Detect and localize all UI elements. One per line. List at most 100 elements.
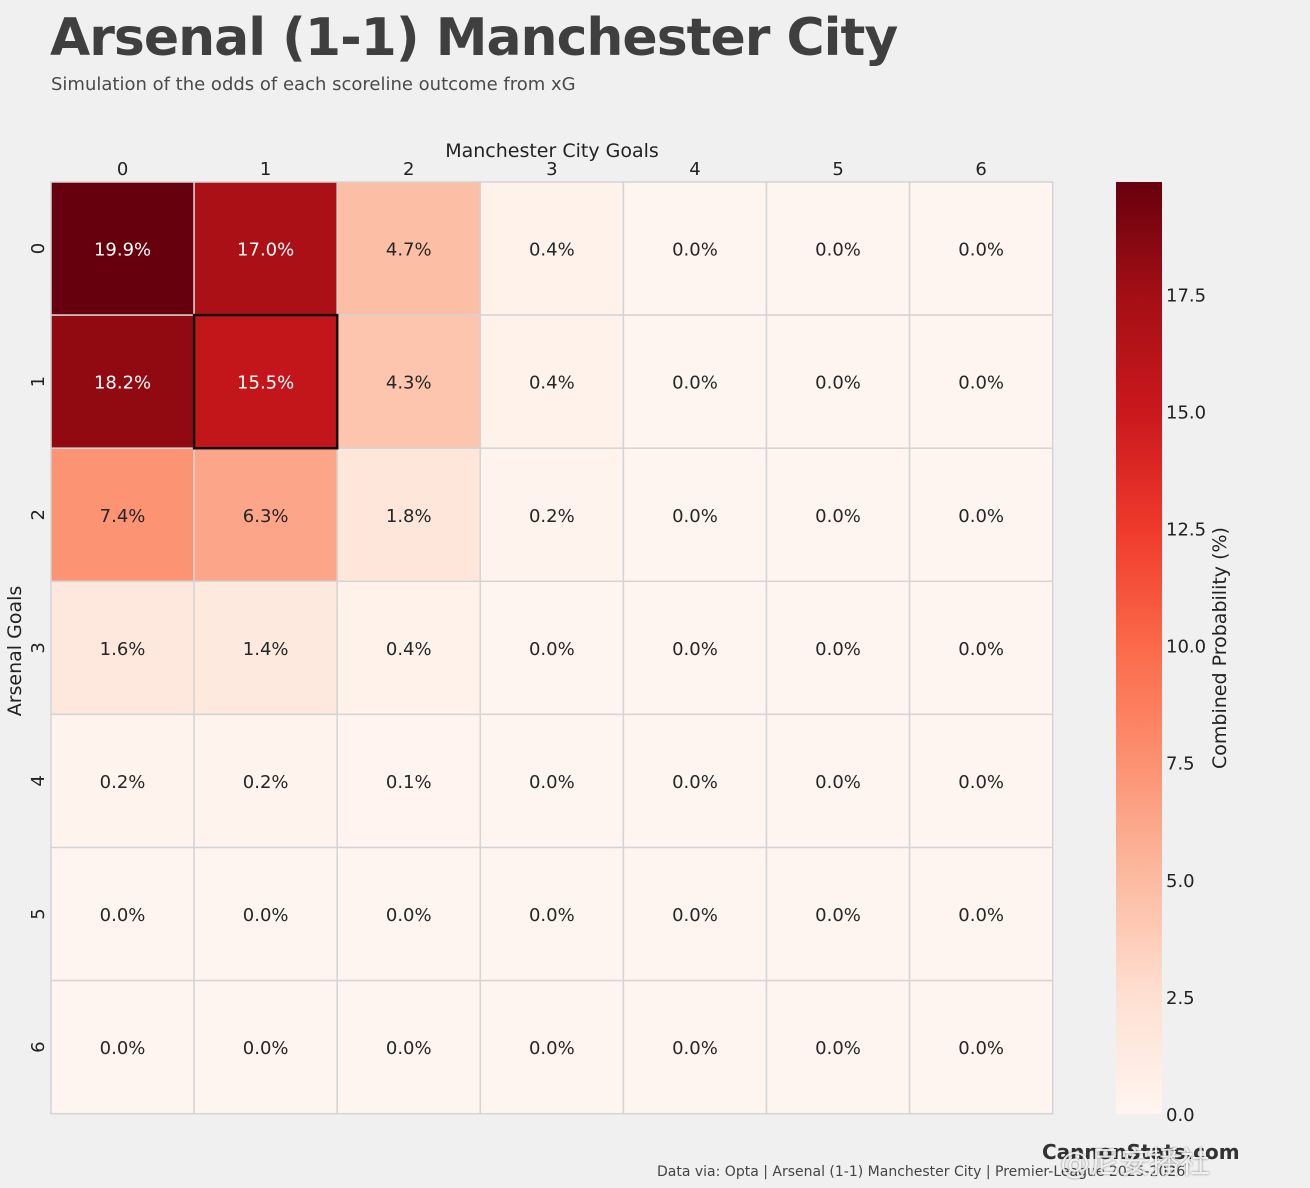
cell-label: 0.0% bbox=[672, 373, 718, 394]
cell-label: 0.0% bbox=[958, 373, 1004, 394]
chart-title: Arsenal (1-1) Manchester City bbox=[50, 8, 898, 68]
heatmap-cell bbox=[765, 713, 911, 849]
heatmap-cells bbox=[50, 181, 1054, 1115]
cell-label: 0.0% bbox=[100, 1038, 146, 1059]
colorbar-tick-label: 10.0 bbox=[1166, 637, 1206, 658]
heatmap-cell bbox=[908, 713, 1054, 849]
heatmap-cell bbox=[50, 447, 195, 583]
x-tick-label: 5 bbox=[832, 159, 843, 180]
x-tick-label: 3 bbox=[546, 159, 557, 180]
heatmap-cell bbox=[908, 979, 1054, 1115]
heatmap-cell bbox=[765, 447, 911, 583]
cell-label: 0.0% bbox=[815, 772, 861, 793]
colorbar-tick-label: 17.5 bbox=[1166, 285, 1206, 306]
cell-label: 6.3% bbox=[243, 506, 289, 527]
cell-label: 18.2% bbox=[94, 373, 151, 394]
cell-label: 0.0% bbox=[672, 905, 718, 926]
cell-label: 15.5% bbox=[237, 373, 294, 394]
cell-label: 1.8% bbox=[386, 506, 432, 527]
heatmap-cell bbox=[479, 580, 625, 716]
y-tick-label: 6 bbox=[28, 1041, 49, 1052]
heatmap-cell bbox=[193, 979, 338, 1115]
cell-label: 0.2% bbox=[243, 772, 289, 793]
heatmap-cell bbox=[908, 314, 1054, 449]
cell-label: 0.0% bbox=[529, 639, 575, 660]
cell-label: 4.7% bbox=[386, 240, 432, 261]
cell-label: 0.0% bbox=[958, 506, 1004, 527]
cell-label: 0.0% bbox=[672, 1038, 718, 1059]
heatmap-cell bbox=[622, 713, 768, 849]
cell-label: 0.0% bbox=[815, 1038, 861, 1059]
chart-subtitle: Simulation of the odds of each scoreline… bbox=[51, 74, 576, 95]
x-axis-ticks: 0 1 2 3 4 5 6 bbox=[117, 159, 987, 180]
cell-label: 4.3% bbox=[386, 373, 432, 394]
cell-label: 0.0% bbox=[958, 240, 1004, 261]
heatmap-cell bbox=[50, 979, 195, 1115]
cell-label: 0.0% bbox=[958, 639, 1004, 660]
cell-label: 0.0% bbox=[672, 639, 718, 660]
heatmap-cell bbox=[908, 580, 1054, 716]
cell-label: 0.0% bbox=[100, 905, 146, 926]
heatmap-cell bbox=[50, 580, 195, 716]
heatmap-cell bbox=[479, 979, 625, 1115]
cell-label: 0.4% bbox=[529, 240, 575, 261]
heatmap-cell bbox=[908, 447, 1054, 583]
heatmap-cell bbox=[193, 846, 338, 982]
heatmap-cell bbox=[908, 181, 1054, 316]
cell-label: 0.0% bbox=[529, 772, 575, 793]
heatmap-cell bbox=[193, 580, 338, 716]
y-tick-label: 2 bbox=[28, 509, 49, 520]
heatmap-cell bbox=[622, 314, 768, 449]
y-tick-label: 4 bbox=[28, 775, 49, 786]
heatmap-cell bbox=[622, 580, 768, 716]
cell-label: 0.0% bbox=[529, 1038, 575, 1059]
cell-label: 0.0% bbox=[243, 905, 289, 926]
heatmap-cell bbox=[50, 713, 195, 849]
colorbar-tick-label: 12.5 bbox=[1166, 520, 1206, 541]
colorbar-tick-label: 0.0 bbox=[1166, 1105, 1195, 1126]
watermark: @尼安播社 bbox=[1060, 1146, 1210, 1181]
heatmap-cell bbox=[479, 447, 625, 583]
x-tick-label: 6 bbox=[975, 159, 986, 180]
colorbar bbox=[1116, 182, 1162, 1114]
cell-label: 0.0% bbox=[815, 639, 861, 660]
x-tick-label: 4 bbox=[689, 159, 700, 180]
y-tick-label: 0 bbox=[28, 243, 49, 254]
colorbar-ticks: 0.0 2.5 5.0 7.5 10.0 12.5 15.0 17.5 bbox=[1166, 285, 1206, 1126]
heatmap-cell bbox=[50, 846, 195, 982]
cell-label: 1.6% bbox=[100, 639, 146, 660]
cell-label: 0.4% bbox=[386, 639, 432, 660]
heatmap-cell bbox=[622, 979, 768, 1115]
heatmap-cell bbox=[479, 846, 625, 982]
cell-label: 0.1% bbox=[386, 772, 432, 793]
cell-label: 0.0% bbox=[672, 506, 718, 527]
highlight-cell-border bbox=[192, 313, 339, 450]
x-tick-label: 2 bbox=[403, 159, 414, 180]
cell-label: 0.0% bbox=[672, 772, 718, 793]
cell-label: 0.0% bbox=[815, 905, 861, 926]
cell-label: 0.0% bbox=[243, 1038, 289, 1059]
cell-label: 0.0% bbox=[958, 772, 1004, 793]
colorbar-tick-label: 5.0 bbox=[1166, 871, 1195, 892]
x-tick-label: 1 bbox=[260, 159, 271, 180]
y-axis-label: Arsenal Goals bbox=[4, 586, 26, 717]
cell-label: 0.0% bbox=[815, 240, 861, 261]
cell-label: 0.0% bbox=[815, 373, 861, 394]
cell-label: 0.0% bbox=[958, 1038, 1004, 1059]
footer-source: Data via: Opta | Arsenal (1-1) Mancheste… bbox=[657, 1164, 1186, 1180]
cell-label: 7.4% bbox=[100, 506, 146, 527]
heatmap-cell bbox=[193, 447, 338, 583]
cell-label: 0.4% bbox=[529, 373, 575, 394]
y-axis-ticks: 0 1 2 3 4 5 6 bbox=[28, 243, 49, 1053]
heatmap-cell bbox=[765, 580, 911, 716]
heatmap-cell bbox=[336, 447, 482, 583]
heatmap-cell bbox=[336, 580, 482, 716]
heatmap-cell bbox=[50, 181, 195, 316]
y-tick-label: 3 bbox=[28, 642, 49, 653]
heatmap-cell-labels: 19.9% 17.0% 4.7% 0.4% 0.0% 0.0% 0.0% 18.2% 15.5%… bbox=[94, 240, 1004, 1060]
cell-label: 0.2% bbox=[100, 772, 146, 793]
heatmap-cell bbox=[765, 979, 911, 1115]
heatmap-cell bbox=[336, 713, 482, 849]
heatmap-cell bbox=[622, 447, 768, 583]
